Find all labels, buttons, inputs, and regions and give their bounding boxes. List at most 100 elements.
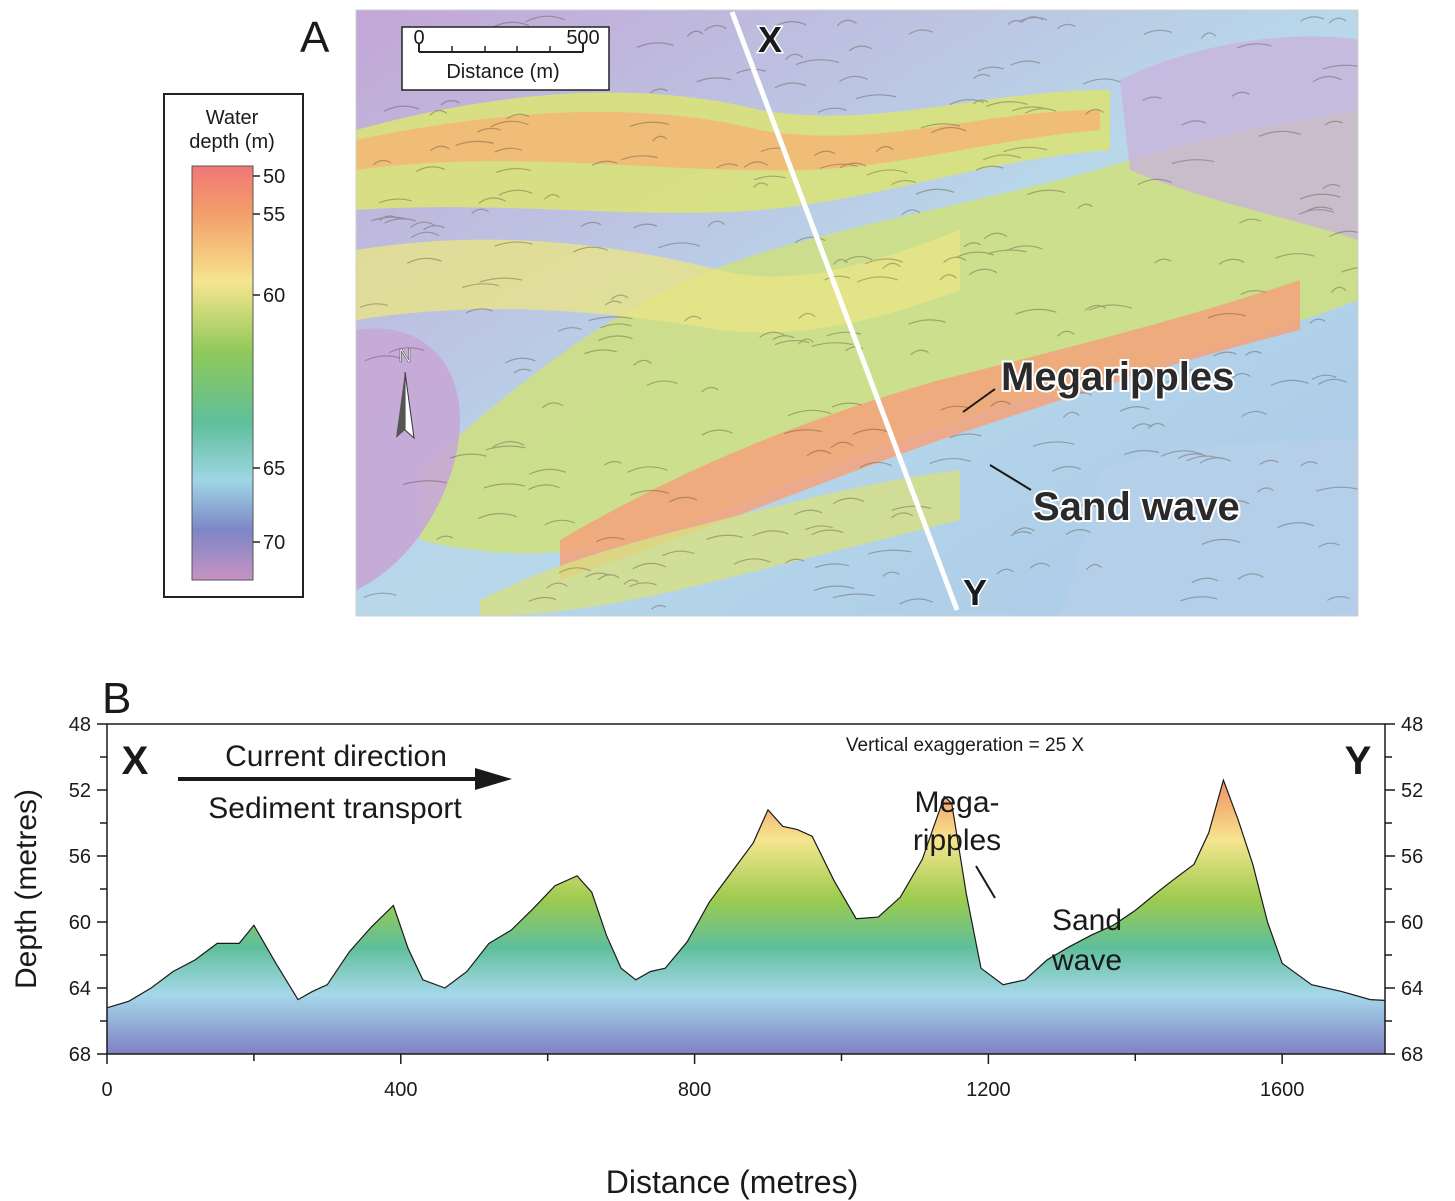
- ripple-crest: [506, 113, 530, 120]
- ripple-crest: [557, 327, 582, 332]
- ripple-crest: [1259, 459, 1279, 465]
- ripple-crest: [1275, 253, 1315, 259]
- ripple-crest: [972, 99, 989, 105]
- ripple-crest: [384, 218, 417, 224]
- ripple-crest: [855, 94, 897, 100]
- sand-wave-annotation: Sand wave: [1033, 485, 1240, 529]
- ripple-crest: [633, 359, 652, 366]
- ripple-crest: [492, 21, 530, 29]
- ripple-crest: [628, 582, 657, 588]
- ripple-crest: [504, 357, 536, 364]
- scale-bar-max: 500: [566, 27, 599, 49]
- ripple-crest: [584, 572, 611, 578]
- depth-legend: Water depth (m) 50 55 60 65 70: [163, 93, 304, 598]
- ripple-crest: [814, 563, 850, 569]
- ripple-crest: [541, 402, 564, 409]
- ripple-crest: [784, 558, 805, 564]
- ripple-crest: [652, 135, 668, 142]
- legend-tick-label: 50: [263, 166, 285, 188]
- ripple-crest: [1143, 29, 1173, 36]
- ripple-crest: [494, 147, 523, 153]
- ripple-crest: [832, 593, 875, 599]
- ripple-crest: [483, 483, 525, 489]
- ripple-crest: [1003, 146, 1048, 153]
- ripple-crest: [364, 355, 403, 362]
- north-arrow-icon-shade: [396, 372, 405, 438]
- ripple-crest: [1171, 159, 1215, 165]
- ripple-crest: [814, 150, 836, 157]
- scale-bar-caption: Distance (m): [446, 61, 559, 83]
- ripple-crest: [479, 277, 523, 283]
- ripple-crest: [891, 505, 932, 511]
- ripple-crest: [813, 585, 855, 592]
- x-tick-label: 800: [678, 1079, 711, 1101]
- ripple-crest: [996, 568, 1015, 575]
- legend-ticks: 50 55 60 65 70: [253, 166, 285, 554]
- ripple-crest: [920, 123, 961, 129]
- ripple-crest: [621, 155, 658, 161]
- ripple-crest: [1182, 369, 1198, 375]
- ripple-crest: [983, 154, 1021, 161]
- y-tick-label: 48: [1401, 714, 1423, 736]
- ripple-crest: [826, 331, 862, 337]
- ripple-crest: [1239, 218, 1262, 224]
- ripple-crest: [830, 441, 854, 449]
- x-axis-label: Distance (metres): [606, 1164, 859, 1200]
- ripple-crest: [1056, 330, 1075, 337]
- ripple-crest: [1256, 487, 1274, 493]
- ripple-crest: [787, 409, 832, 417]
- ripple-crest: [1142, 96, 1162, 102]
- ripple-crest: [580, 221, 602, 228]
- ripple-crest: [701, 386, 719, 393]
- ripple-crest: [1010, 531, 1032, 537]
- ripple-crest: [477, 127, 502, 133]
- north-arrow: N: [396, 346, 415, 440]
- ripple-crest: [528, 596, 557, 603]
- ripple-crest: [528, 468, 567, 475]
- ripple-crest: [1241, 410, 1267, 417]
- ripple-crest: [852, 428, 891, 436]
- ripple-crest: [423, 225, 445, 231]
- ripple-crest: [1199, 457, 1232, 464]
- ripple-crest: [1341, 267, 1358, 273]
- ripple-crest: [1181, 120, 1207, 126]
- ripple-crest: [859, 461, 892, 469]
- ripple-crest: [359, 303, 389, 308]
- ripple-crest: [939, 274, 958, 281]
- ripple-crest: [546, 582, 568, 589]
- y-axis-left: 48 52 56 60 64 68: [69, 714, 107, 1066]
- ripple-crest: [864, 258, 904, 265]
- ripple-crest: [759, 331, 786, 338]
- ripple-crest: [477, 512, 517, 520]
- ripple-crest: [882, 571, 900, 577]
- ripple-crest: [494, 241, 533, 247]
- ripple-crest: [1327, 596, 1350, 601]
- ripple-crest: [868, 549, 912, 555]
- ripple-crest: [668, 496, 698, 503]
- ripple-crest: [1200, 32, 1217, 39]
- megaripples-label-line2: ripples: [913, 824, 1001, 857]
- ripple-crest: [891, 179, 917, 186]
- ripple-crest: [662, 550, 695, 557]
- ripple-crest: [610, 294, 629, 301]
- deep-trough-west: [356, 328, 460, 590]
- ripple-crest: [498, 189, 533, 196]
- ripple-crest: [968, 268, 998, 276]
- ripple-crest: [495, 167, 532, 173]
- ripple-crest: [406, 257, 442, 264]
- ripple-crest: [986, 101, 1028, 107]
- ripple-crest: [1300, 16, 1325, 22]
- ripple-crest: [649, 88, 668, 94]
- ripple-crest: [987, 249, 1027, 255]
- ripple-crest: [646, 380, 678, 386]
- bedform-crest-north: [356, 110, 1100, 171]
- vertical-exaggeration-text: Vertical exaggeration = 25 X: [846, 735, 1085, 756]
- ripple-crest: [910, 349, 929, 356]
- profile-line: [106, 778, 1386, 1009]
- ripple-crest: [378, 198, 412, 204]
- ripple-crest: [410, 221, 436, 229]
- north-arrow-label: N: [399, 346, 412, 366]
- panel-b-label: B: [102, 674, 131, 723]
- ripple-crest: [1328, 17, 1347, 24]
- legend-tick-label: 55: [263, 204, 285, 226]
